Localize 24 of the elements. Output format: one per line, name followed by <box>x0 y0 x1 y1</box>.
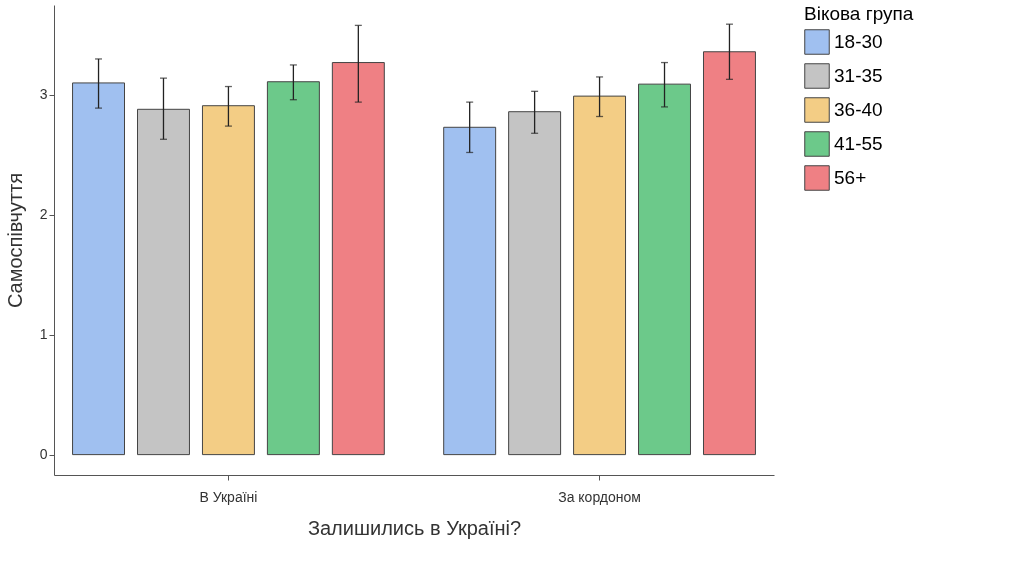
bar <box>702 51 756 456</box>
y-tick-label: 2 <box>39 206 48 223</box>
y-tick-label: 1 <box>39 326 48 343</box>
y-axis-title: Самоспівчуття <box>3 172 26 309</box>
bar <box>201 105 255 456</box>
bar <box>331 62 385 456</box>
x-tick-label: За кордоном <box>558 488 641 505</box>
x-tick-label: В Україні <box>199 488 258 505</box>
y-tick-label: 0 <box>39 446 48 463</box>
legend-title: Вікова група <box>804 3 914 24</box>
bar <box>443 126 497 456</box>
legend-label: 56+ <box>834 167 867 188</box>
legend-label: 31-35 <box>834 65 883 86</box>
bar <box>72 82 126 456</box>
x-axis-title: Залишились в Україні? <box>307 516 522 539</box>
bar <box>137 108 190 456</box>
bar <box>573 95 627 456</box>
bar <box>266 81 320 456</box>
legend-label: 41-55 <box>834 133 883 154</box>
legend-label: 18-30 <box>834 31 883 52</box>
legend-label: 36-40 <box>834 99 883 120</box>
bar <box>508 111 562 456</box>
bar <box>638 83 691 456</box>
y-tick-label: 3 <box>39 86 48 103</box>
